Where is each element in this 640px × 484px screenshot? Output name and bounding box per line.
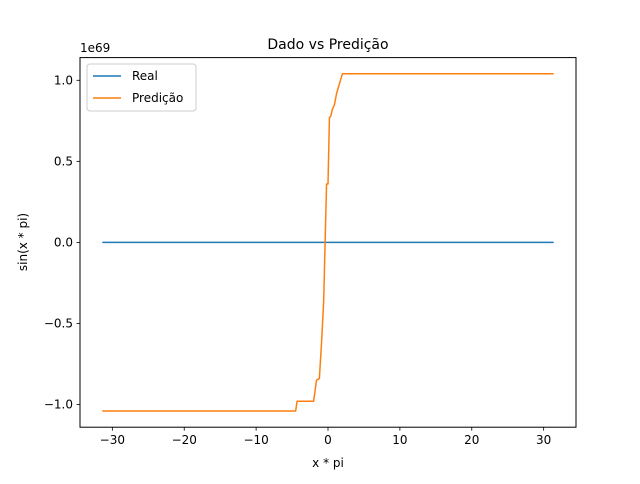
y-tick-label: 0.5 [54, 154, 73, 168]
plot-area [102, 73, 554, 412]
x-tick-label: 0 [324, 433, 332, 447]
legend-label-predicao: Predição [132, 91, 183, 105]
x-tick-label: −20 [172, 433, 197, 447]
legend-label-real: Real [132, 69, 158, 83]
y-axis: −1.0 −0.5 0.0 0.5 1.0 [44, 73, 80, 412]
y-offset-text: 1e69 [80, 41, 110, 55]
x-tick-label: −30 [100, 433, 125, 447]
y-tick-label: 1.0 [54, 73, 73, 87]
x-tick-label: 30 [536, 433, 551, 447]
legend: Real Predição [86, 63, 197, 112]
y-axis-label: sin(x * pi) [16, 213, 30, 271]
y-tick-label: 0.0 [54, 235, 73, 249]
y-tick-label: −0.5 [44, 316, 73, 330]
y-tick-label: −1.0 [44, 398, 73, 412]
x-tick-label: 10 [392, 433, 407, 447]
x-axis: −30 −20 −10 0 10 20 30 [100, 427, 551, 447]
x-tick-label: −10 [243, 433, 268, 447]
chart-title: Dado vs Predição [267, 37, 388, 53]
series-line-1 [102, 73, 554, 412]
x-axis-label: x * pi [312, 456, 344, 470]
x-tick-label: 20 [464, 433, 479, 447]
